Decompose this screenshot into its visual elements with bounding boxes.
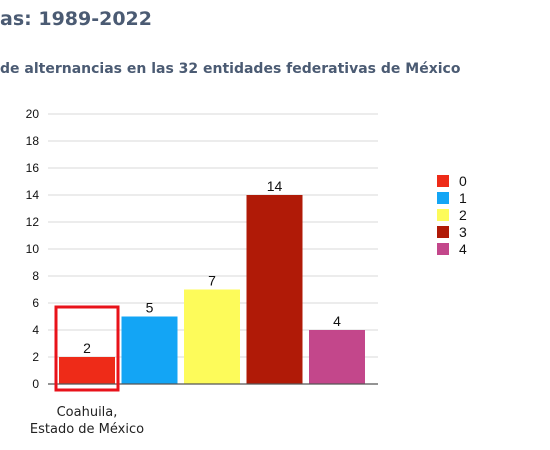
y-tick-label: 2 [32, 350, 39, 364]
y-tick-label: 18 [26, 134, 40, 148]
chart-subtitle: de alternancias en las 32 entidades fede… [0, 61, 461, 77]
bar-2 [184, 289, 240, 384]
bar-4 [309, 330, 365, 384]
y-axis-ticks: 0 2 4 6 8 10 12 14 16 18 20 [26, 107, 40, 391]
highlight-rectangle [54, 305, 120, 392]
highlight-box [54, 305, 120, 392]
slide-title: as: 1989-2022 [0, 8, 152, 30]
y-tick-label: 12 [26, 215, 40, 229]
legend-label-0: 0 [459, 173, 467, 189]
bar-1 [121, 316, 178, 384]
legend-swatch-1 [437, 192, 449, 204]
legend-label-3: 3 [459, 224, 467, 240]
legend-label-4: 4 [459, 241, 467, 257]
data-labels: 2 5 7 14 4 [83, 178, 341, 356]
legend-label-2: 2 [459, 207, 467, 223]
legend-swatch-2 [437, 209, 449, 221]
y-tick-label: 20 [26, 107, 40, 121]
y-tick-label: 14 [26, 188, 40, 202]
data-label-3: 14 [267, 178, 283, 194]
legend-swatch-3 [437, 226, 449, 238]
y-tick-label: 10 [26, 242, 40, 256]
annotation-line-2: Estado de México [29, 422, 145, 437]
annotation-line-1: Coahuila, [56, 405, 118, 420]
bar-3 [246, 195, 303, 384]
legend-label-1: 1 [459, 190, 467, 206]
bar-0 [59, 357, 115, 384]
data-label-1: 5 [146, 300, 154, 316]
category-annotation: Coahuila, Estado de México [22, 404, 152, 438]
data-label-4: 4 [333, 313, 341, 329]
data-label-2: 7 [208, 273, 216, 289]
y-tick-label: 0 [32, 377, 39, 391]
legend-swatch-0 [437, 175, 449, 187]
y-tick-label: 16 [26, 161, 40, 175]
y-tick-label: 6 [32, 296, 39, 310]
bars [59, 195, 365, 384]
legend-swatch-4 [437, 243, 449, 255]
y-tick-label: 4 [32, 323, 39, 337]
data-label-0: 2 [83, 340, 91, 356]
y-tick-label: 8 [32, 269, 39, 283]
